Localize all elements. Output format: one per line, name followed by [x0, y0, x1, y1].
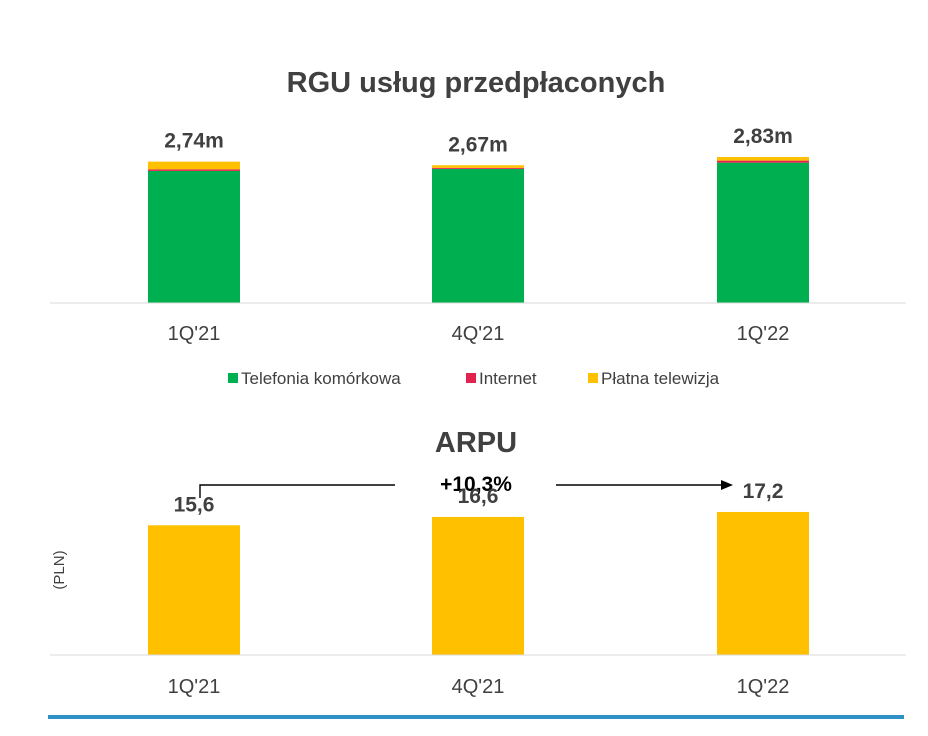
arpu-value-label-1: 15,6 [174, 493, 215, 516]
rgu-tick-label-1: 1Q'21 [168, 323, 221, 345]
legend-label-2: Internet [479, 369, 537, 388]
rgu-legend: Telefonia komórkowa Internet Płatna telewi… [228, 369, 720, 388]
arpu-value-label-2: 16,6 [458, 485, 499, 508]
growth-annotation-label: +10,3% [440, 473, 512, 496]
arpu-bar-1 [148, 525, 240, 655]
arpu-value-label-3: 17,2 [743, 480, 784, 503]
arpu-y-axis-label: (PLN) [51, 550, 68, 589]
arpu-chart-title: ARPU [435, 427, 517, 459]
rgu-total-label-3: 2,83m [733, 125, 793, 148]
rgu-tick-label-3: 1Q'22 [737, 323, 790, 345]
legend-swatch-3 [588, 373, 598, 383]
rgu-bar-segment-3-1 [148, 161, 240, 170]
arpu-tick-label-3: 1Q'22 [737, 676, 790, 698]
rgu-bar-segment-1-2 [432, 168, 524, 303]
rgu-total-labels: 2,74m 2,67m 2,83m [164, 125, 793, 156]
arpu-tick-label-2: 4Q'21 [452, 676, 505, 698]
growth-arrow-left [199, 484, 395, 498]
rgu-bar-segment-1-3 [717, 162, 809, 303]
footer-rule [48, 715, 904, 719]
growth-arrow-head [721, 480, 733, 490]
rgu-tick-label-2: 4Q'21 [452, 323, 505, 345]
rgu-bar-segment-1-1 [148, 170, 240, 303]
arpu-chart: ARPU (PLN) +10,3% 1Q'21 4Q'21 1Q'22 15,6 16… [50, 427, 906, 698]
rgu-bar-segment-2-3 [717, 160, 809, 163]
growth-annotation: +10,3% [199, 473, 733, 498]
arpu-value-labels: 15,6 16,6 17,2 [174, 480, 784, 516]
rgu-chart: RGU usług przedpłaconych 1Q'21 4Q'21 1Q'22… [50, 67, 906, 388]
arpu-tick-labels: 1Q'21 4Q'21 1Q'22 [168, 676, 790, 698]
legend-label-3: Płatna telewizja [601, 369, 720, 388]
rgu-total-label-1: 2,74m [164, 130, 224, 153]
rgu-bar-segment-2-2 [432, 167, 524, 169]
rgu-total-label-2: 2,67m [448, 133, 508, 156]
arpu-tick-label-1: 1Q'21 [168, 676, 221, 698]
arpu-bar-3 [717, 511, 809, 655]
legend-label-1: Telefonia komórkowa [241, 369, 401, 388]
arpu-bars [148, 511, 809, 655]
rgu-bar-segment-3-2 [432, 165, 524, 168]
legend-swatch-1 [228, 373, 238, 383]
rgu-bar-segment-2-1 [148, 169, 240, 171]
rgu-tick-labels: 1Q'21 4Q'21 1Q'22 [168, 323, 790, 345]
rgu-bars [148, 157, 809, 303]
rgu-chart-title: RGU usług przedpłaconych [287, 67, 666, 99]
rgu-bar-segment-3-3 [717, 157, 809, 161]
legend-swatch-2 [466, 373, 476, 383]
arpu-bar-2 [432, 516, 524, 655]
